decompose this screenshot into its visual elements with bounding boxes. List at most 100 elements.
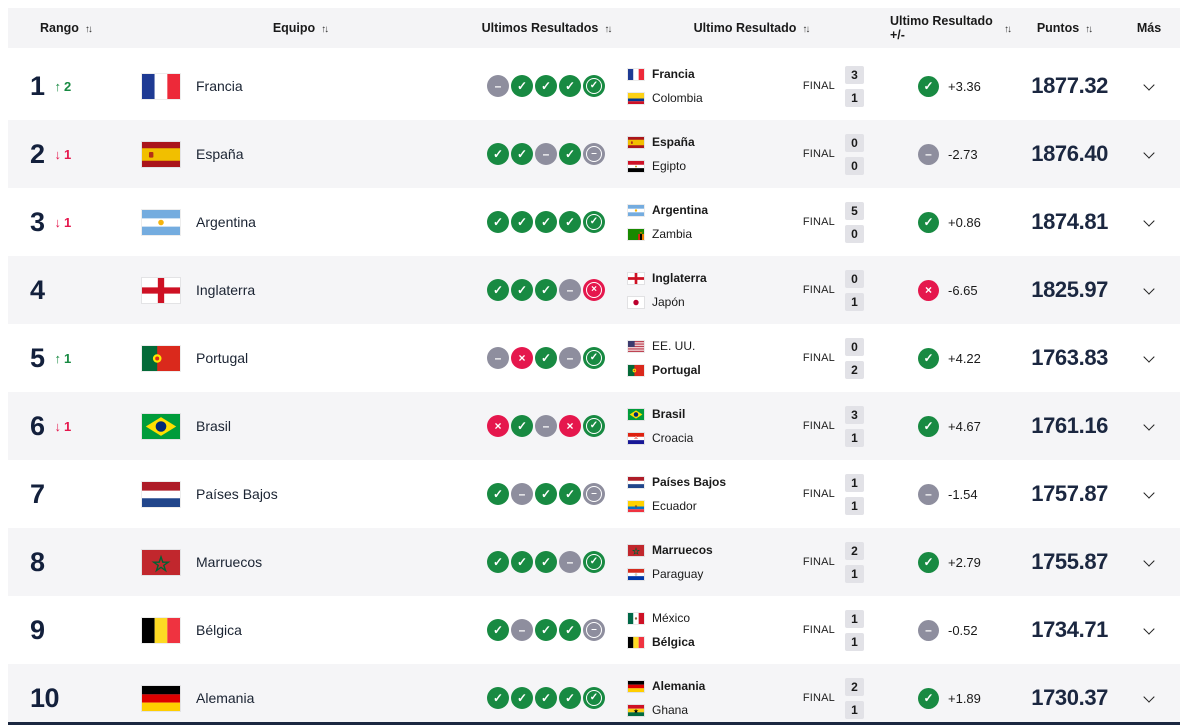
match-away-score: 1 [845, 88, 864, 107]
match-home-score: 1 [845, 473, 864, 492]
sort-icon[interactable]: ↑↓ [1085, 23, 1093, 35]
delta-result-glyph: – [925, 623, 932, 637]
form-results: × ✓ – × ✓ [480, 392, 612, 460]
match-home-team: México [628, 611, 803, 625]
points-cell: 1757.87 [1010, 460, 1118, 528]
expand-row-button[interactable] [1139, 78, 1159, 95]
form-win-icon: ✓ [559, 687, 581, 709]
header-rango[interactable]: Rango ↑↓ [8, 8, 120, 48]
expand-row-button[interactable] [1139, 146, 1159, 163]
match-away-flag-icon [628, 636, 644, 648]
rank-cell: 1 ↑ 2 [8, 52, 120, 120]
match-away-name: Zambia [652, 227, 693, 241]
rank-number: 8 [30, 546, 45, 577]
rank-cell: 6 ↓ 1 [8, 392, 120, 460]
form-win-icon: ✓ [535, 279, 557, 301]
match-home-flag-icon [628, 340, 644, 352]
table-row: 4 Inglaterra ✓ ✓ ✓ – × Inglaterra Japón [8, 256, 1180, 324]
table-header: Rango ↑↓ Equipo ↑↓ Ultimos Resultados ↑↓… [8, 8, 1180, 48]
rank-movement: ↑ 1 [55, 351, 72, 366]
more-cell [1118, 52, 1180, 120]
points-value: 1755.87 [1031, 549, 1108, 574]
match-home-score: 1 [845, 609, 864, 628]
sort-icon[interactable]: ↑↓ [321, 23, 329, 35]
form-draw-glyph: – [542, 147, 550, 161]
movement-value: 1 [64, 418, 72, 434]
points-value: 1876.40 [1031, 141, 1108, 166]
header-equipo[interactable]: Equipo ↑↓ [120, 8, 480, 48]
form-win-icon: ✓ [535, 551, 557, 573]
sort-icon[interactable]: ↑↓ [84, 23, 93, 35]
points-value: 1763.83 [1031, 345, 1108, 370]
sort-icon[interactable]: ↑↓ [802, 23, 810, 35]
sort-icon[interactable]: ↑↓ [604, 23, 612, 35]
points-cell: 1734.71 [1010, 596, 1118, 664]
expand-row-button[interactable] [1139, 282, 1159, 299]
match-away-name: Japón [652, 295, 685, 309]
form-results: ✓ – ✓ ✓ – [480, 460, 612, 528]
delta-value: -1.54 [948, 486, 978, 502]
form-win-glyph: ✓ [516, 147, 528, 161]
expand-row-button[interactable] [1139, 486, 1159, 503]
form-win-icon: ✓ [559, 75, 581, 97]
match-teams: Marruecos Paraguay [628, 543, 803, 581]
match-scores: 2 1 [845, 541, 864, 583]
team-flag-icon [142, 549, 180, 575]
match-away-name: Ecuador [652, 499, 697, 513]
form-win-glyph: ✓ [586, 214, 602, 230]
last-match-cell: Brasil Croacia FINAL 3 1 [612, 392, 890, 460]
header-ultimo-resultado-delta[interactable]: Ultimo Resultado +/- ↑↓ [890, 8, 1012, 48]
match-home-flag-icon [628, 204, 644, 216]
form-draw-glyph: – [494, 79, 502, 93]
form-draw-icon: – [535, 143, 557, 165]
chevron-down-icon [1143, 78, 1155, 91]
delta-win-icon: ✓ [918, 211, 939, 233]
form-win-glyph: ✓ [540, 351, 552, 365]
form-loss-icon: × [487, 415, 509, 437]
match-away-team: Croacia [628, 431, 803, 445]
table-row: 3 ↓ 1 Argentina ✓ ✓ ✓ ✓ ✓ Argentina Zambia [8, 188, 1180, 256]
form-win-glyph: ✓ [586, 350, 602, 366]
header-ultimo-resultado[interactable]: Ultimo Resultado ↑↓ [612, 8, 890, 48]
rank-movement: ↓ 1 [55, 147, 72, 162]
match-away-score: 1 [845, 428, 864, 447]
rank-cell: 10 [8, 664, 120, 725]
expand-row-button[interactable] [1139, 214, 1159, 231]
match-status-label: FINAL [802, 556, 835, 568]
expand-row-button[interactable] [1139, 622, 1159, 639]
match-away-team: Zambia [628, 227, 803, 241]
more-cell [1118, 392, 1180, 460]
match-teams: Alemania Ghana [628, 679, 803, 717]
expand-row-button[interactable] [1139, 350, 1159, 367]
rank-cell: 5 ↑ 1 [8, 324, 120, 392]
expand-row-button[interactable] [1139, 554, 1159, 571]
team-flag-icon [142, 277, 180, 303]
expand-row-button[interactable] [1139, 418, 1159, 435]
form-win-glyph: ✓ [586, 78, 602, 94]
rank-number: 6 [30, 410, 45, 441]
match-home-name: España [652, 135, 695, 149]
rank-cell: 2 ↓ 1 [8, 120, 120, 188]
header-puntos[interactable]: Puntos ↑↓ [1010, 8, 1118, 48]
delta-result-glyph: ✓ [923, 351, 934, 365]
header-ultimos-resultados[interactable]: Ultimos Resultados ↑↓ [480, 8, 613, 48]
form-win-glyph: ✓ [492, 623, 504, 637]
delta-cell: ✓ +3.36 [890, 52, 1010, 120]
match-home-team: Inglaterra [628, 271, 803, 285]
delta-cell: – -1.54 [890, 460, 1010, 528]
match-home-team: EE. UU. [628, 339, 803, 353]
delta-value: +1.89 [948, 690, 981, 706]
match-status-label: FINAL [802, 216, 835, 228]
movement-value: 2 [64, 78, 72, 94]
form-results: ✓ ✓ ✓ – ✓ [480, 528, 612, 596]
rank-cell: 3 ↓ 1 [8, 188, 120, 256]
rank-cell: 8 [8, 528, 120, 596]
more-cell [1118, 256, 1180, 324]
delta-win-icon: ✓ [918, 551, 939, 573]
team-name: España [196, 146, 244, 162]
form-win-icon: ✓ [487, 211, 509, 233]
delta-result-glyph: × [924, 283, 932, 297]
expand-row-button[interactable] [1139, 690, 1159, 707]
movement-down-arrow-icon: ↓ [54, 146, 62, 162]
sort-icon[interactable]: ↑↓ [1004, 23, 1012, 35]
